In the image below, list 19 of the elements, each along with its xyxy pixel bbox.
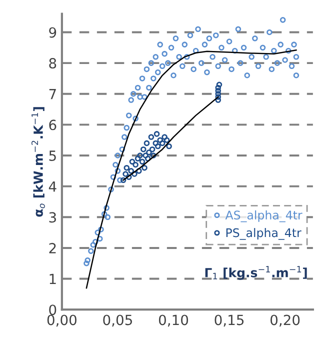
x-tick-label: 0,15 (214, 314, 244, 327)
y-tick-label: 1 (50, 274, 56, 284)
y-tick-label: 6 (49, 120, 56, 130)
x-tick-label: 0,00 (47, 314, 76, 327)
y-tick-label: 2 (49, 242, 56, 254)
x-tick-label: 0,10 (158, 314, 188, 327)
y-tick-label: 7 (49, 89, 56, 100)
y-tick-label: 5 (49, 150, 56, 161)
x-tick-label: 0,05 (103, 314, 132, 327)
y-axis-title: α$_{o}$ [kW.m$^{−2}$.K$^{−1}$] (31, 107, 45, 217)
y-tick-label: 4 (48, 181, 56, 192)
x-tick-label: 0,20 (270, 314, 300, 327)
y-tick-label: 8 (49, 58, 56, 69)
y-tick-label: 9 (49, 27, 56, 38)
x-axis-title: Γ$_{1}$ [kg.s$^{−1}$.m$^{−1}$] (205, 266, 307, 280)
y-tick-label: 3 (49, 212, 56, 223)
legend-label: AS_alpha_4tr (225, 210, 302, 222)
y-tick-label: 0 (49, 304, 56, 316)
legend-label: PS_alpha_4tr (226, 228, 302, 240)
